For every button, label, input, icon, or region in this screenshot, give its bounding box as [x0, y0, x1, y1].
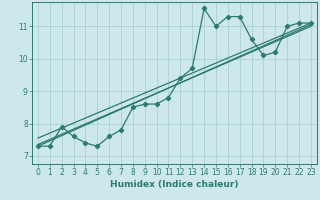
X-axis label: Humidex (Indice chaleur): Humidex (Indice chaleur) — [110, 180, 239, 189]
